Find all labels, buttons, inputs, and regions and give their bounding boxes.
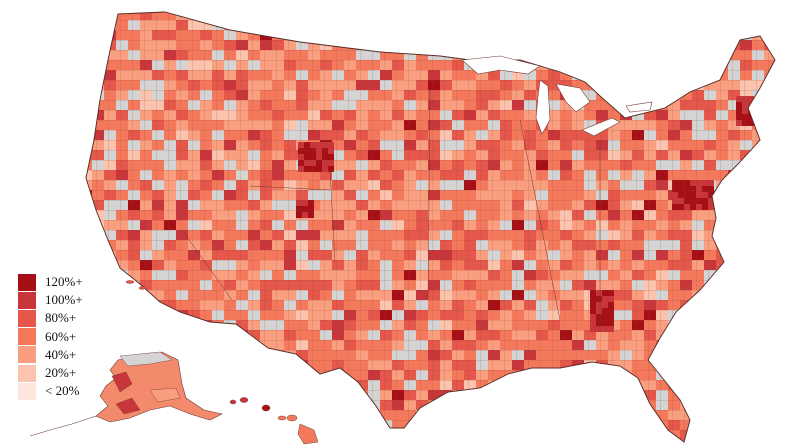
legend-entry: 100%+ — [18, 291, 83, 309]
legend-swatch — [18, 309, 36, 327]
great-lakes — [461, 55, 653, 137]
legend-swatch — [18, 328, 36, 346]
legend-label: 80%+ — [45, 310, 77, 326]
legend-entry: 120%+ — [18, 273, 83, 291]
california-islands — [125, 280, 146, 290]
lake-erie — [581, 117, 621, 137]
legend-swatch — [18, 364, 36, 382]
alaska — [29, 351, 223, 437]
lake-michigan — [535, 79, 551, 135]
legend-entry: 80%+ — [18, 309, 83, 327]
legend-swatch — [18, 382, 36, 400]
lake-ontario — [625, 101, 653, 113]
legend-entry: 40%+ — [18, 346, 83, 364]
legend-entry: < 20% — [18, 382, 83, 400]
legend: 120%+ 100%+ 80%+ 60%+ 40%+ 20%+ < 20% — [18, 273, 83, 400]
legend-label: < 20% — [45, 383, 80, 399]
legend-entry: 20%+ — [18, 364, 83, 382]
legend-entry: 60%+ — [18, 328, 83, 346]
legend-label: 20%+ — [45, 365, 77, 381]
legend-label: 60%+ — [45, 328, 77, 344]
lake-superior — [461, 55, 541, 75]
hawaii — [229, 397, 319, 445]
legend-label: 40%+ — [45, 346, 77, 362]
legend-swatch — [18, 346, 36, 364]
legend-label: 100%+ — [45, 292, 83, 308]
legend-label: 120%+ — [45, 274, 83, 290]
lake-huron — [555, 83, 591, 113]
legend-swatch — [18, 273, 36, 291]
legend-swatch — [18, 291, 36, 309]
state-borders — [181, 89, 601, 330]
